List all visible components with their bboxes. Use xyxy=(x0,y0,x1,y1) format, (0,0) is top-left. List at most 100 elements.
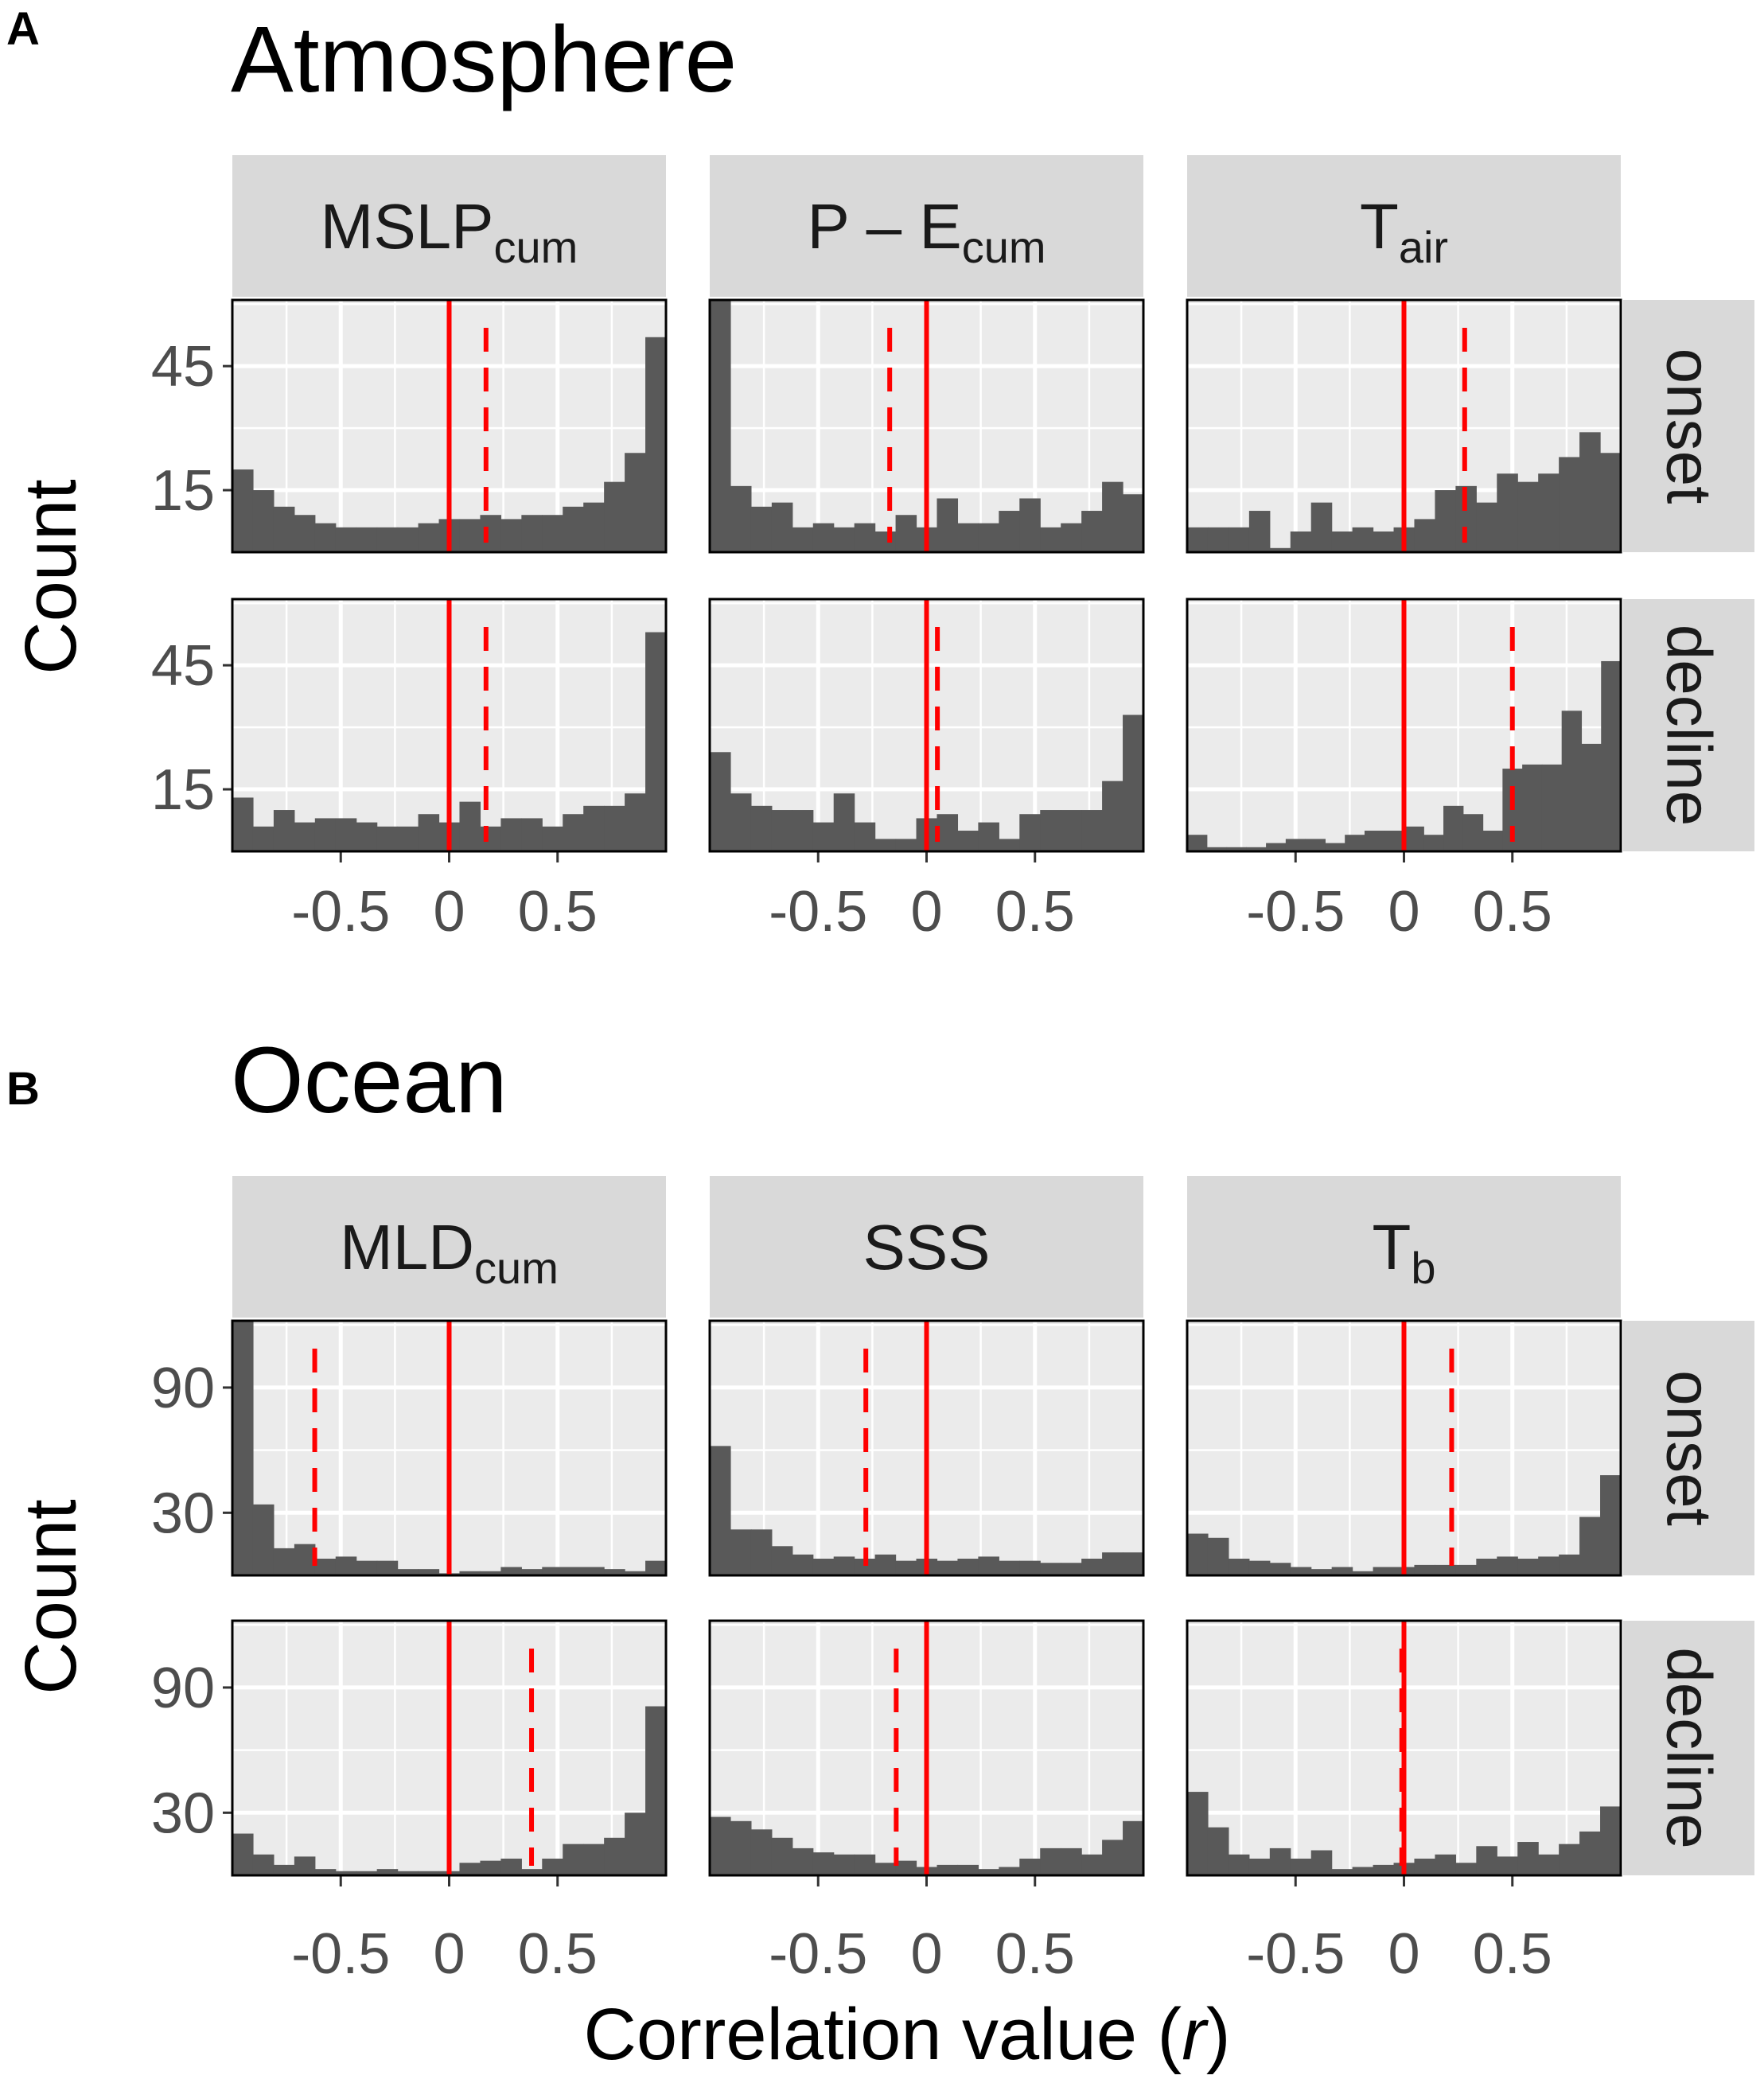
y-tick-label: 30 xyxy=(151,1781,215,1845)
histogram-bar xyxy=(1559,1554,1580,1575)
histogram-bar xyxy=(730,1529,752,1575)
histogram-bar xyxy=(563,814,584,851)
histogram-bar xyxy=(1061,523,1082,552)
x-tick-label: 0.5 xyxy=(518,1922,598,1986)
histogram-bar xyxy=(563,506,584,552)
histogram-bar xyxy=(895,1860,917,1875)
histogram-bar xyxy=(335,818,357,851)
histogram-bar xyxy=(937,1560,959,1575)
histogram-bar xyxy=(1248,511,1271,552)
x-tick-label: 0 xyxy=(1388,880,1419,944)
histogram-bar xyxy=(1482,831,1503,851)
histogram-bar xyxy=(1102,481,1123,552)
histogram-bar xyxy=(583,1844,605,1875)
histogram-bar xyxy=(874,531,897,552)
histogram-bar xyxy=(273,810,295,851)
histogram-bar xyxy=(1423,835,1444,851)
row-strip xyxy=(1623,300,1754,552)
histogram-bar xyxy=(1331,531,1353,552)
histogram-bar xyxy=(1040,527,1061,552)
histogram-bar xyxy=(833,1556,855,1575)
x-tick-label: 0.5 xyxy=(995,880,1075,944)
histogram-bar xyxy=(294,822,316,851)
y-tick-label: 30 xyxy=(151,1481,215,1545)
histogram-bar xyxy=(1061,1563,1082,1575)
histogram-bar xyxy=(542,515,563,552)
x-tick-label: 0.5 xyxy=(1473,1922,1552,1986)
histogram-bar xyxy=(1579,432,1601,552)
histogram-bar xyxy=(1081,1854,1103,1875)
histogram-bar xyxy=(1497,473,1518,552)
histogram-bar xyxy=(1414,1564,1436,1575)
histogram-bar xyxy=(1581,743,1602,851)
histogram-bar xyxy=(833,793,855,851)
histogram-bar xyxy=(771,810,793,851)
histogram-bar xyxy=(1266,843,1287,851)
y-tick-label: 90 xyxy=(151,1657,215,1720)
histogram-bar xyxy=(1497,1856,1518,1875)
histogram-bar xyxy=(1019,814,1041,851)
histogram-bar xyxy=(1123,714,1144,851)
histogram-bar xyxy=(1102,781,1123,851)
histogram-bar xyxy=(294,1544,316,1575)
histogram-bar xyxy=(480,826,501,851)
histogram-bar xyxy=(1081,1559,1103,1575)
panel-letter-b: B xyxy=(6,1063,40,1115)
histogram-bar xyxy=(1325,843,1345,851)
histogram-bar xyxy=(542,1859,563,1875)
histogram-bar xyxy=(252,1504,275,1575)
x-tick-label: 0 xyxy=(910,880,942,944)
histogram-bar xyxy=(710,752,731,851)
histogram-bar xyxy=(418,814,440,851)
histogram-bar xyxy=(1040,1563,1061,1575)
histogram-bar xyxy=(937,498,959,552)
histogram-bar xyxy=(1248,1560,1271,1575)
section-title-atmosphere: Atmosphere xyxy=(231,7,737,112)
histogram-bar xyxy=(1331,1567,1353,1575)
histogram-bar xyxy=(1373,531,1395,552)
histogram-bar xyxy=(710,1816,731,1875)
row-strip-label: decline xyxy=(1654,1647,1725,1849)
histogram-bar xyxy=(273,1548,295,1575)
histogram-bar xyxy=(957,1559,979,1575)
histogram-bar xyxy=(750,1529,773,1575)
histogram-bar xyxy=(895,1560,917,1575)
histogram-bar xyxy=(583,1567,605,1575)
x-axis-title-italic: r xyxy=(1182,1994,1209,2075)
plot-frame xyxy=(1186,1319,1622,1577)
histogram-bar xyxy=(1081,511,1103,552)
histogram-bar xyxy=(232,1833,254,1875)
histogram-bar xyxy=(252,826,275,851)
histogram-bar xyxy=(1559,457,1580,552)
histogram-bar xyxy=(1476,1559,1497,1575)
row-strip-label: decline xyxy=(1654,625,1725,827)
histogram-bar xyxy=(1019,1859,1041,1875)
column-strip-label-main: P – E xyxy=(807,191,961,262)
histogram-bar xyxy=(1207,1827,1229,1875)
histogram-bar xyxy=(625,1571,646,1575)
histogram-bar xyxy=(1102,1840,1123,1875)
column-strip-label: SSS xyxy=(863,1212,990,1283)
histogram-bar xyxy=(1600,453,1622,552)
histogram-bar xyxy=(874,839,897,851)
plot-frame xyxy=(231,1319,668,1577)
facet-grid: MSLPcum P – Ecum Taironsetdecline45154515-… xyxy=(151,155,1754,1986)
histogram-bar xyxy=(1061,1847,1082,1875)
histogram-bar xyxy=(1285,839,1306,851)
histogram-bar xyxy=(500,818,522,851)
histogram-bar xyxy=(999,1560,1020,1575)
facet-tair-decline xyxy=(1186,598,1622,853)
histogram-bar xyxy=(771,502,793,552)
facet-pecum-onset xyxy=(708,298,1145,554)
histogram-bar xyxy=(459,1571,481,1575)
column-strip xyxy=(1187,1176,1621,1318)
histogram-bar xyxy=(376,826,399,851)
histogram-bar xyxy=(999,839,1020,851)
facet-tair-onset xyxy=(1186,298,1622,554)
histogram-bar xyxy=(937,814,959,851)
x-axis-title-close: ) xyxy=(1206,1994,1231,2075)
row-strip xyxy=(1623,599,1754,851)
histogram-bar xyxy=(895,839,917,851)
histogram-bar xyxy=(604,481,625,552)
histogram-bar xyxy=(1455,1564,1477,1575)
